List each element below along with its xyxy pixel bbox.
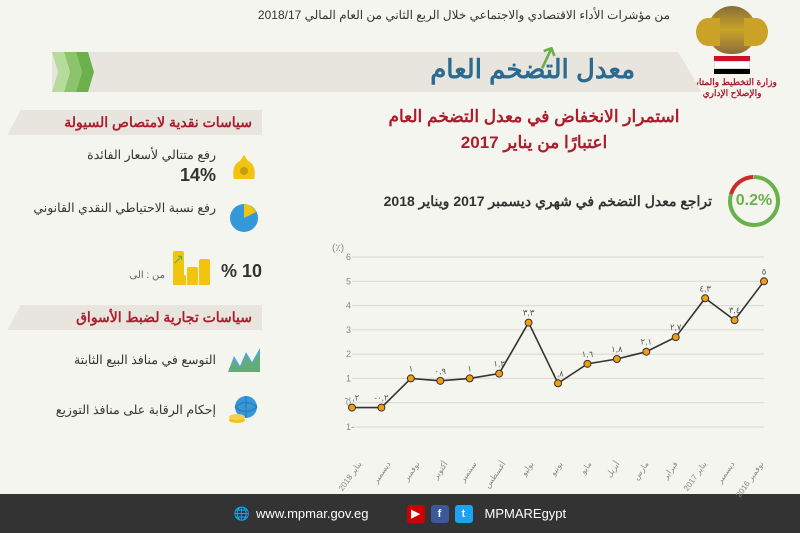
main-content: استمرار الانخفاض في معدل التضخم العاماعت… (0, 92, 800, 494)
egypt-flag-icon (714, 56, 750, 74)
globe-coins-icon (226, 392, 262, 428)
footer: ▶ ft MPMAREgypt 🌐 www.mpmar.gov.eg (0, 494, 800, 533)
svg-text:٠,٢-: ٠,٢- (374, 393, 389, 403)
svg-text:-1: -1 (346, 422, 354, 432)
right-column: استمرار الانخفاض في معدل التضخم العاماعت… (278, 92, 800, 494)
policy-text: رفع نسبة الاحتياطي النقدي القانوني (33, 200, 216, 216)
svg-text:٥: ٥ (762, 266, 767, 276)
coins-growth-icon: ↗ (175, 253, 211, 289)
facebook-icon[interactable]: f (431, 505, 449, 523)
section-trade: سياسات تجارية لضبط الأسواق (22, 305, 262, 330)
top-subtitle: من مؤشرات الأداء الاقتصادي والاجتماعي خل… (258, 8, 670, 22)
svg-text:5: 5 (346, 276, 351, 286)
from-to-label: من : الى (129, 270, 164, 281)
rate-value: 14% (87, 165, 216, 186)
svg-text:6: 6 (346, 252, 351, 262)
footer-socials: ▶ ft MPMAREgypt (407, 505, 567, 523)
money-bag-icon (226, 149, 262, 185)
svg-text:٢,٧: ٢,٧ (670, 322, 682, 332)
policy-oversight: إحكام الرقابة على منافذ التوزيع (22, 392, 262, 428)
section-monetary: سياسات نقدية لامتصاص السيولة (22, 110, 262, 135)
footer-handle: MPMAREgypt (485, 506, 567, 521)
percentage-ring: 0.2% (726, 173, 782, 229)
policy-text: التوسع في منافذ البيع الثابتة (74, 352, 216, 368)
policy-text: رفع متتالي لأسعار الفائدة (87, 147, 216, 163)
svg-text:3: 3 (346, 325, 351, 335)
svg-text:١: ١ (409, 363, 414, 373)
policy-reserve: رفع نسبة الاحتياطي النقدي القانوني (22, 200, 262, 236)
svg-text:٠,٩: ٠,٩ (435, 366, 447, 376)
svg-text:٣,٤: ٣,٤ (729, 305, 741, 315)
youtube-icon[interactable]: ▶ (407, 505, 425, 523)
svg-text:٤,٣: ٤,٣ (699, 283, 711, 293)
svg-text:2: 2 (346, 349, 351, 359)
footer-url-text: www.mpmar.gov.eg (256, 506, 368, 521)
inflation-line-chart: (٪) -10123456٥٣,٤٤,٣٢,٧٢,١١,٨١,٦٠,٨٣,٣١,… (312, 243, 772, 463)
svg-text:1: 1 (346, 373, 351, 383)
reserve-value: 10 % (221, 261, 262, 282)
ring-value: 0.2% (726, 173, 782, 229)
chevron-decoration (52, 52, 88, 92)
chart-y-label: (٪) (332, 243, 344, 254)
svg-text:١,٨: ١,٨ (611, 344, 623, 354)
policy-text: إحكام الرقابة على منافذ التوزيع (56, 402, 216, 418)
pie-chart-icon (226, 200, 262, 236)
svg-text:٣,٣: ٣,٣ (523, 308, 535, 318)
main-heading: استمرار الانخفاض في معدل التضخم العاماعت… (286, 104, 782, 155)
title-banner: معدل التضخم العام (52, 52, 660, 92)
stat-description: تراجع معدل التضخم في شهري ديسمبر 2017 وي… (286, 193, 712, 210)
globe-icon: 🌐 (234, 506, 250, 522)
svg-text:١,٦: ١,٦ (582, 349, 594, 359)
chart-svg: -10123456٥٣,٤٤,٣٢,٧٢,١١,٨١,٦٠,٨٣,٣١,٢١٠,… (312, 243, 772, 463)
footer-url[interactable]: 🌐 www.mpmar.gov.eg (234, 506, 369, 522)
svg-text:١: ١ (467, 363, 472, 373)
svg-text:4: 4 (346, 301, 351, 311)
eagle-emblem-icon (708, 6, 756, 54)
svg-text:١,٢: ١,٢ (493, 359, 505, 369)
policy-interest-rate: رفع متتالي لأسعار الفائدة 14% (22, 147, 262, 186)
header: من مؤشرات الأداء الاقتصادي والاجتماعي خل… (0, 0, 800, 92)
twitter-icon[interactable]: t (455, 505, 473, 523)
left-column: سياسات نقدية لامتصاص السيولة رفع متتالي … (0, 92, 278, 494)
bar-growth-icon (226, 342, 262, 378)
stat-row: 0.2% تراجع معدل التضخم في شهري ديسمبر 20… (286, 173, 782, 229)
policy-outlets: التوسع في منافذ البيع الثابتة (22, 342, 262, 378)
svg-text:٠,٢-: ٠,٢- (345, 393, 360, 403)
svg-text:٢,١: ٢,١ (641, 337, 653, 347)
svg-text:٠,٨: ٠,٨ (552, 368, 564, 378)
chart-x-labels: نوفمبر 2016ديسمبريناير 2017فبرايرمارسأبر… (352, 462, 764, 471)
